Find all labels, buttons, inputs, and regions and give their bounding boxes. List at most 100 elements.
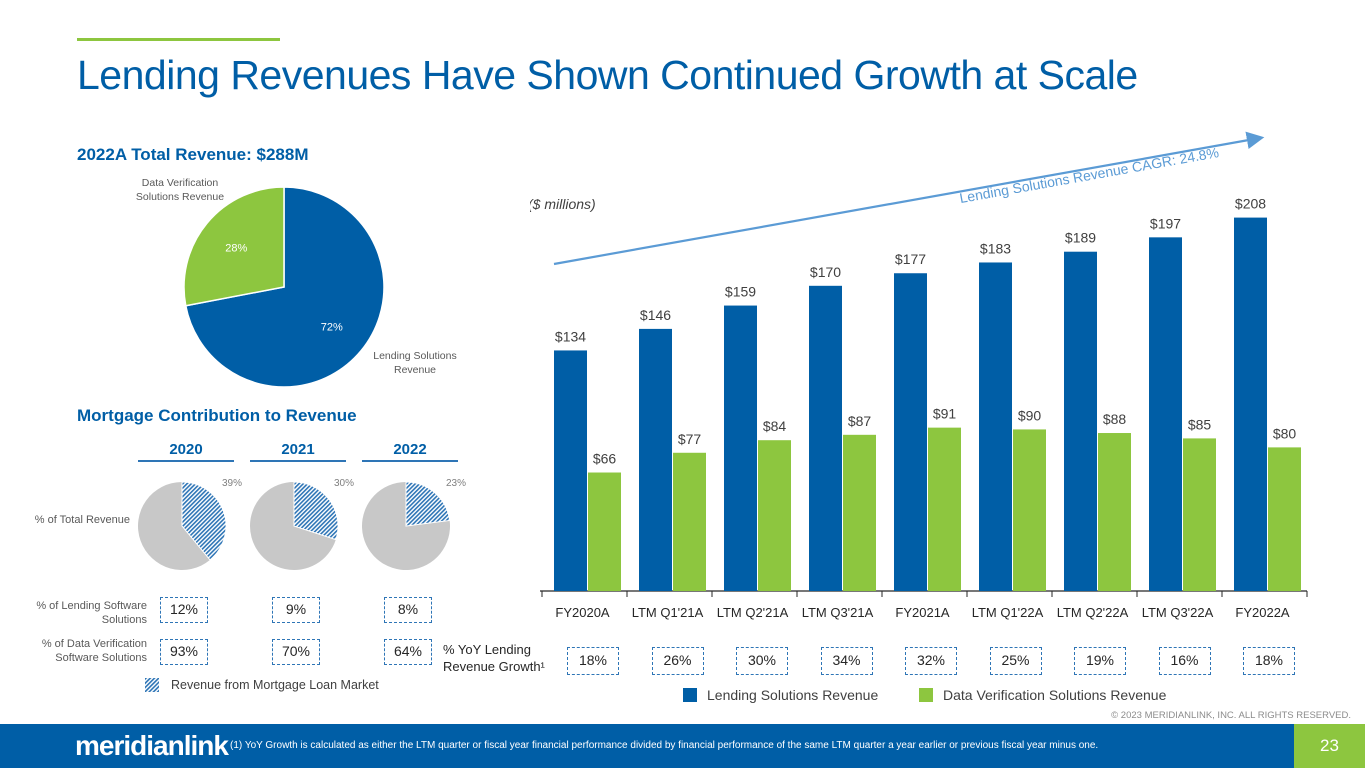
year-heading-rule (138, 460, 234, 462)
footnote: (1) YoY Growth is calculated as either t… (230, 740, 1099, 751)
bar-value-label: $134 (555, 328, 586, 344)
category-label: LTM Q3'22A (1142, 605, 1214, 620)
legend-dv: Data Verification Solutions Revenue (919, 687, 1166, 703)
legend-lending: Lending Solutions Revenue (683, 687, 878, 703)
pie-label-data-verification: Data Verification Solutions Revenue (135, 177, 225, 203)
bar-lending (1149, 237, 1182, 591)
mortgage-dv-pct: 93% (160, 639, 208, 665)
footer-bar (0, 724, 1365, 768)
pie-slice-mortgage (181, 481, 227, 561)
units-note: ($ millions) (530, 196, 596, 212)
bar-value-label: $197 (1150, 215, 1181, 231)
yoy-growth-box: 19% (1074, 647, 1126, 675)
year-heading-rule (250, 460, 346, 462)
mortgage-lending-pct: 8% (384, 597, 432, 623)
bar-value-label: $177 (895, 251, 926, 267)
mortgage-pie-2021: 30% (250, 478, 354, 570)
bar-lending (979, 262, 1012, 591)
bar-value-label: $90 (1018, 407, 1042, 423)
category-label: FY2020A (555, 605, 610, 620)
mortgage-pct-label: 23% (446, 478, 466, 489)
mortgage-dv-pct: 70% (272, 639, 320, 665)
mortgage-pct-label: 30% (334, 478, 354, 489)
pie-slice-mortgage (405, 481, 451, 527)
year-heading: 2022 (393, 441, 427, 458)
yoy-growth-box: 30% (736, 647, 788, 675)
meridianlink-logo: meridianlink (75, 730, 229, 761)
mortgage-pct-label: 39% (222, 478, 242, 489)
lending-revenue-bar-chart: ($ millions) Lending Solutions Revenue CA… (530, 131, 1308, 620)
bar-value-label: $189 (1065, 230, 1096, 246)
yoy-growth-box: 26% (651, 647, 704, 675)
bar-lending (894, 273, 927, 591)
title-accent-line (77, 38, 280, 41)
row-label-total: % of Total Revenue (34, 514, 130, 526)
bar-value-label: $80 (1273, 425, 1297, 441)
pie-slice-lending (184, 186, 385, 388)
yoy-growth-box: 18% (567, 647, 619, 675)
category-label: LTM Q2'21A (717, 605, 789, 620)
mortgage-lending-pct: 9% (272, 597, 320, 623)
year-heading: 2020 (169, 441, 203, 458)
pie-slice-label: 28% (225, 242, 247, 254)
bar-value-label: $66 (593, 451, 617, 467)
row-label-lending: % of Lending Software Solutions (36, 600, 147, 626)
category-label: LTM Q1'22A (972, 605, 1044, 620)
growth-row-label: % YoY Lending Revenue Growth¹ (443, 642, 545, 674)
mortgage-pie-2020: 39% (138, 478, 242, 570)
category-label: LTM Q1'21A (632, 605, 704, 620)
bar-lending (724, 305, 757, 591)
pie-slice-mortgage (293, 481, 339, 541)
bar-data-verification (1013, 429, 1046, 591)
yoy-growth-box: 18% (1243, 647, 1295, 675)
bar-data-verification (928, 427, 961, 591)
pie-label-lending: Lending Solutions Revenue (373, 350, 457, 376)
bar-value-label: $77 (678, 431, 702, 447)
page-number: 23 (1294, 724, 1365, 768)
pie-slice-label: 72% (321, 322, 343, 334)
bar-value-label: $87 (848, 413, 872, 429)
mortgage-pie-2022: 23% (362, 478, 466, 570)
pie-slice-data-verification (183, 186, 285, 307)
bar-lending (1064, 251, 1097, 591)
page-title: Lending Revenues Have Shown Continued Gr… (77, 52, 1138, 98)
year-heading: 2021 (281, 441, 315, 458)
year-heading-rule (362, 460, 458, 462)
row-label-dv: % of Data Verification Software Solution… (41, 638, 147, 664)
legend-label-dv: Data Verification Solutions Revenue (943, 687, 1167, 703)
category-label: LTM Q3'21A (802, 605, 874, 620)
yoy-growth-box: 32% (905, 647, 957, 675)
mortgage-title: Mortgage Contribution to Revenue (77, 406, 357, 425)
copyright: © 2023 MERIDIANLINK, INC. ALL RIGHTS RES… (1111, 710, 1351, 721)
category-label: LTM Q2'22A (1057, 605, 1129, 620)
yoy-growth-box: 16% (1158, 647, 1211, 675)
category-label: FY2022A (1235, 605, 1290, 620)
yoy-growth-box: 34% (820, 647, 873, 675)
mortgage-dv-pct: 64% (384, 639, 432, 665)
bar-lending (639, 328, 672, 591)
mortgage-lending-pct: 12% (160, 597, 208, 623)
total-revenue-pie: 72% 28% (183, 186, 385, 388)
bar-value-label: $91 (933, 406, 957, 422)
bar-data-verification (673, 452, 706, 591)
total-revenue-title: 2022A Total Revenue: $288M (77, 145, 309, 164)
bar-data-verification (1098, 433, 1131, 591)
bar-value-label: $183 (980, 240, 1011, 256)
bar-value-label: $170 (810, 264, 841, 280)
bar-lending (554, 350, 587, 591)
bar-value-label: $88 (1103, 411, 1127, 427)
mortgage-legend: Revenue from Mortgage Loan Market (145, 678, 379, 692)
bar-lending (1234, 217, 1267, 591)
bar-value-label: $159 (725, 284, 756, 300)
pie-slice-other (250, 482, 336, 570)
yoy-growth-box: 25% (989, 647, 1042, 675)
bar-data-verification (588, 472, 621, 591)
bar-data-verification (1183, 438, 1216, 591)
cagr-label: Lending Solutions Revenue CAGR: 24.8% (958, 144, 1220, 206)
cagr-arrow (553, 131, 1265, 266)
mortgage-legend-label: Revenue from Mortgage Loan Market (171, 678, 379, 692)
bar-value-label: $146 (640, 307, 671, 323)
legend-swatch-dv (919, 688, 933, 702)
bar-data-verification (843, 434, 876, 591)
legend-label-lending: Lending Solutions Revenue (707, 687, 879, 703)
